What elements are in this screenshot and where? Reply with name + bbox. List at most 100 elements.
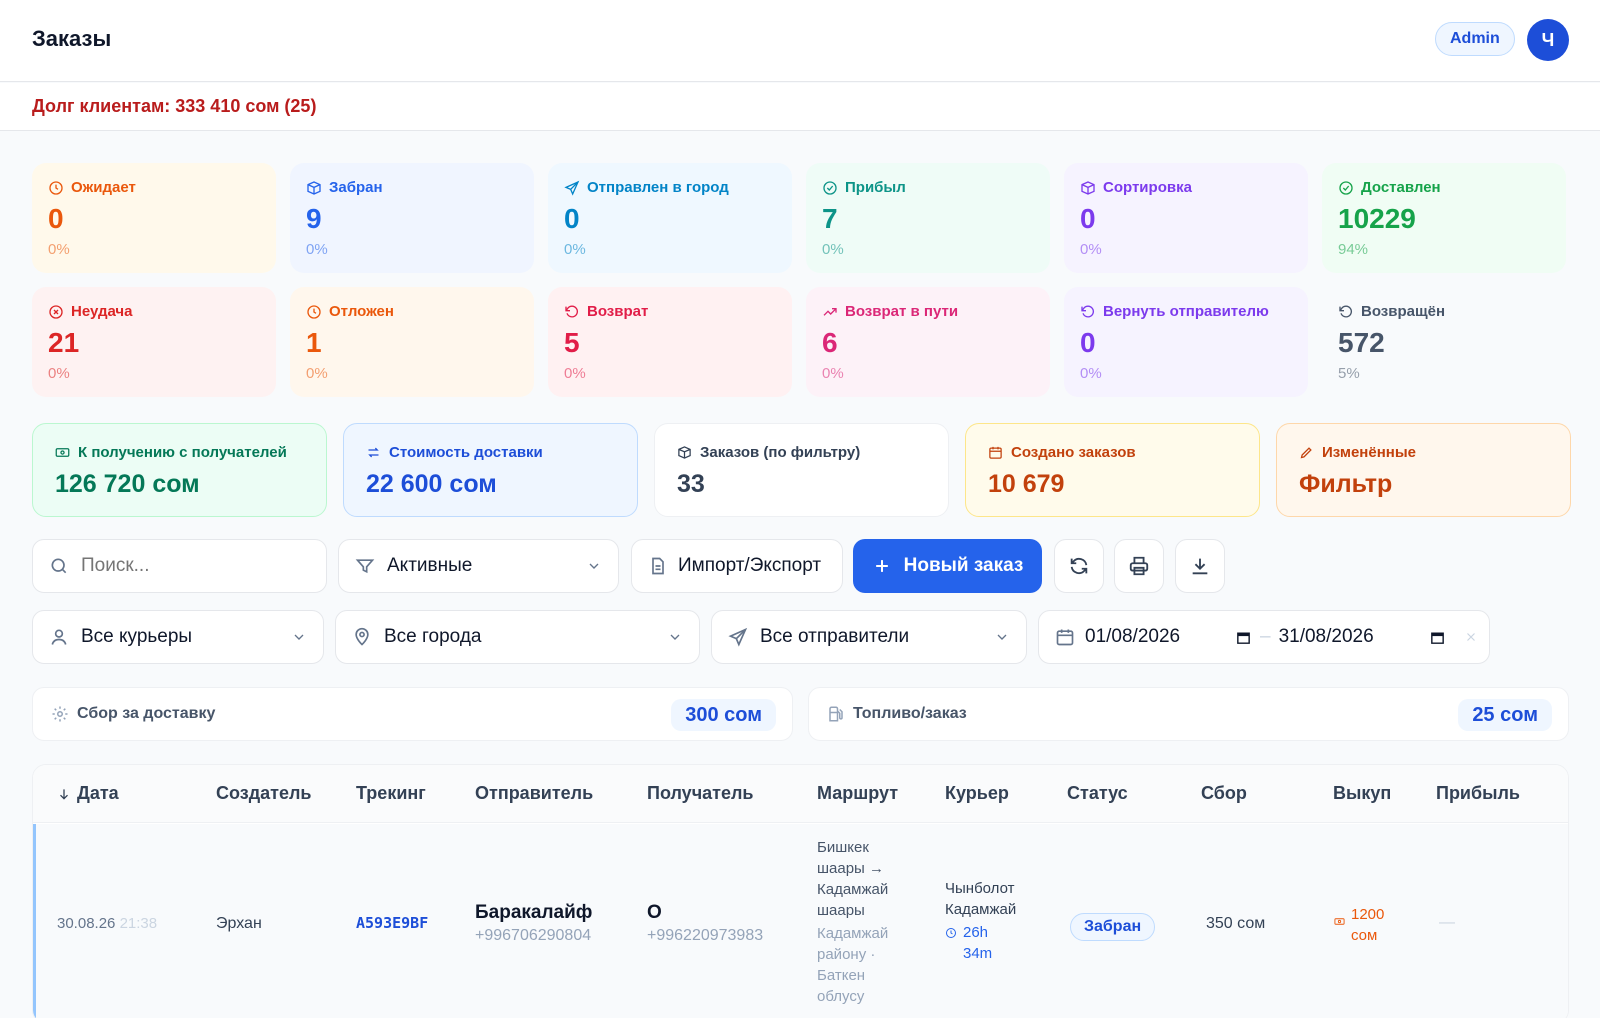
route-line: Бишкек <box>817 839 869 856</box>
date-to-input[interactable]: 31/08/2026 <box>1278 626 1374 647</box>
column-header-tracking: Трекинг <box>356 783 426 803</box>
stat-label: Отправлен в город <box>564 179 729 196</box>
stat-value: 0 <box>1080 327 1096 358</box>
row-date: 30.08.26 21:38 <box>57 915 158 932</box>
page-title: Заказы <box>32 26 112 51</box>
print-button[interactable] <box>1114 539 1164 593</box>
row-recipient: О +996220973983 <box>647 902 763 945</box>
stat-card-returned[interactable]: Возвращён 572 5% <box>1322 287 1566 397</box>
status-filter-select[interactable]: Активные <box>338 539 619 593</box>
rotate-ccw-icon <box>1339 305 1353 317</box>
summary-card-modified[interactable]: Изменённые Фильтр <box>1276 423 1571 517</box>
column-header-date[interactable]: Дата <box>57 783 119 804</box>
stat-percent: 0% <box>564 365 586 382</box>
sender-name: Баракалайф <box>475 902 593 923</box>
stat-label: Возврат в пути <box>822 303 958 320</box>
courier-filter-select[interactable]: Все курьеры <box>32 610 324 664</box>
row-sender: Баракалайф +996706290804 <box>475 902 592 945</box>
map-pin-icon <box>355 627 369 646</box>
stat-card-postponed[interactable]: Отложен 1 0% <box>290 287 534 397</box>
stat-card-sent-to-city[interactable]: Отправлен в город 0 0% <box>548 163 792 273</box>
status-filter-value: Активные <box>387 555 473 576</box>
stat-label: Неудача <box>48 303 133 320</box>
pencil-icon <box>1300 447 1312 459</box>
avatar[interactable]: Ч <box>1527 19 1569 61</box>
stat-card-arrived[interactable]: Прибыл 7 0% <box>806 163 1050 273</box>
courier-name-line: Чынболот <box>945 880 1015 897</box>
stat-percent: 0% <box>1080 241 1102 258</box>
calendar-picker-icon[interactable] <box>1429 629 1446 646</box>
summary-label: К получению с получателей <box>55 444 287 461</box>
tracking-link[interactable]: A593E9BF <box>356 914 429 932</box>
stat-label: Прибыл <box>822 179 906 196</box>
fuel-fee-label: Топливо/заказ <box>827 705 967 723</box>
stat-card-delivered[interactable]: Доставлен 10229 94% <box>1322 163 1566 273</box>
chevron-down-icon <box>589 563 599 569</box>
row-cod: 1200 сом <box>1334 904 1384 946</box>
row-fee: 350 сом <box>1206 915 1266 932</box>
clock-icon <box>946 928 956 938</box>
check-circle-icon <box>823 180 837 195</box>
summary-label: Стоимость доставки <box>366 444 543 461</box>
refresh-icon <box>1070 557 1088 575</box>
stat-card-return-in-transit[interactable]: Возврат в пути 6 0% <box>806 287 1050 397</box>
role-badge[interactable]: Admin <box>1435 22 1515 56</box>
date-range-picker[interactable]: 01/08/2026 – 31/08/2026 <box>1038 610 1490 664</box>
refresh-button[interactable] <box>1054 539 1104 593</box>
cod-line: сом <box>1351 927 1378 944</box>
eta-line: 34m <box>963 945 993 962</box>
stat-percent: 0% <box>48 365 70 382</box>
search-box[interactable] <box>32 539 327 593</box>
summary-card-filtered-orders: Заказов (по фильтру) 33 <box>654 423 949 517</box>
send-icon <box>728 627 748 647</box>
date-from-input[interactable]: 01/08/2026 <box>1085 626 1181 647</box>
stat-card-sorting[interactable]: Сортировка 0 0% <box>1064 163 1308 273</box>
banknote-icon <box>1334 918 1345 925</box>
stat-label: Забран <box>306 179 383 196</box>
status-badge[interactable]: Забран <box>1070 913 1156 941</box>
recipient-name: О <box>647 902 662 923</box>
date-separator: – <box>1260 626 1271 647</box>
column-header-status: Статус <box>1067 783 1128 803</box>
clear-icon[interactable] <box>1464 630 1478 644</box>
row-route: Бишкек шаары → Кадамжай шаары Кадамжай р… <box>817 837 888 1007</box>
stat-percent: 0% <box>822 241 844 258</box>
stat-card-picked-up[interactable]: Забран 9 0% <box>290 163 534 273</box>
chevron-down-icon <box>997 634 1007 640</box>
arrow-down-icon <box>60 788 68 800</box>
route-line: Кадамжай <box>817 881 889 898</box>
new-order-button[interactable]: Новый заказ <box>853 539 1042 593</box>
package-icon <box>678 446 691 459</box>
calendar-icon <box>989 446 1002 459</box>
sender-filter-value: Все отправители <box>760 626 910 647</box>
delivery-fee-setting: Сбор за доставку 300 сом <box>32 687 793 741</box>
stat-value: 1 <box>306 327 322 358</box>
chevron-down-icon <box>670 634 680 640</box>
eta-line: 26h <box>963 924 989 941</box>
calendar-picker-icon[interactable] <box>1235 629 1252 646</box>
fuel-icon <box>829 706 843 722</box>
import-export-button[interactable]: Импорт/Экспорт <box>631 539 843 593</box>
stat-card-return-to-sender[interactable]: Вернуть отправителю 0 0% <box>1064 287 1308 397</box>
stat-card-failed[interactable]: Неудача 21 0% <box>32 287 276 397</box>
stat-percent: 0% <box>48 241 70 258</box>
stat-label: Возврат <box>564 303 648 320</box>
arrows-exchange-icon <box>368 447 379 458</box>
download-button[interactable] <box>1175 539 1225 593</box>
column-header-cod: Выкуп <box>1333 783 1392 803</box>
city-filter-select[interactable]: Все города <box>335 610 700 664</box>
route-sub-line: району · <box>817 946 876 963</box>
stat-card-return[interactable]: Возврат 5 0% <box>548 287 792 397</box>
column-header-profit: Прибыль <box>1436 783 1520 803</box>
search-input[interactable] <box>81 555 301 577</box>
fuel-fee-value[interactable]: 25 сом <box>1458 699 1552 731</box>
x-circle-icon <box>49 304 63 319</box>
clock-icon <box>307 304 321 319</box>
filter-icon <box>355 559 375 574</box>
sender-filter-select[interactable]: Все отправители <box>711 610 1027 664</box>
summary-value: 126 720 сом <box>55 470 200 498</box>
summary-card-collect: К получению с получателей 126 720 сом <box>32 423 327 517</box>
delivery-fee-value[interactable]: 300 сом <box>671 699 776 731</box>
table-row[interactable]: 30.08.26 21:38 Эрхан A593E9BF Баракалайф… <box>33 824 1568 1018</box>
stat-card-pending[interactable]: Ожидает 0 0% <box>32 163 276 273</box>
